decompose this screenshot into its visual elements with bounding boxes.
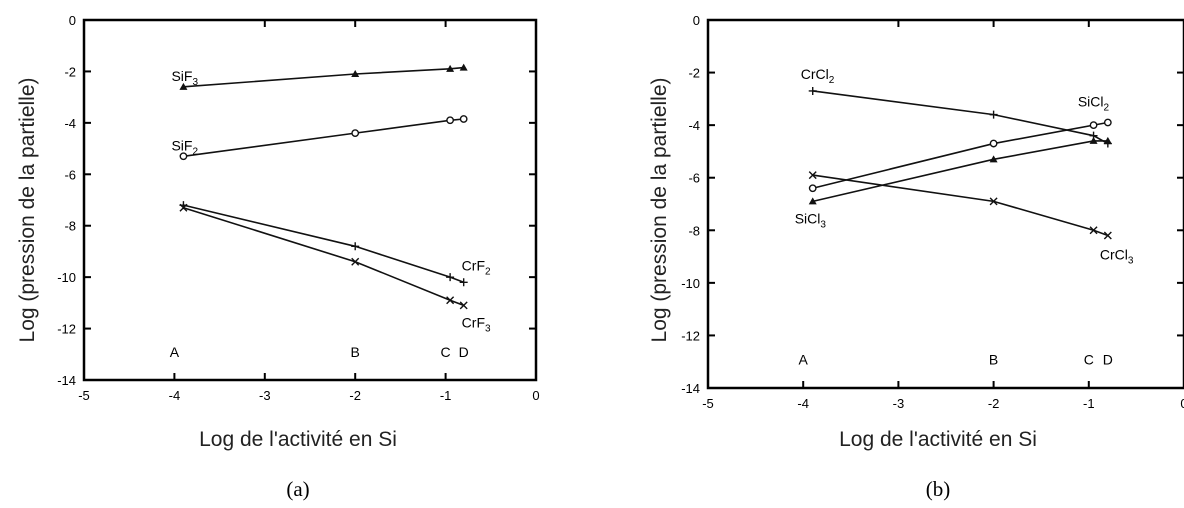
chart-a-xtick-label: -5: [78, 388, 90, 403]
chart-a-ytick-label: -12: [57, 322, 76, 337]
chart-b-xtick-label: 0: [1180, 396, 1184, 411]
chart-a-series-line: [183, 206, 464, 307]
chart-b-data-point: [989, 139, 998, 148]
chart-b-xlabel: Log de l'activité en Si: [839, 428, 1037, 451]
chart-b-ytick-label: -14: [681, 381, 700, 396]
chart-b-point-label: B: [989, 351, 998, 367]
chart-a-point-label: D: [459, 344, 469, 360]
chart-b-caption: (b): [926, 477, 951, 501]
chart-panel-b: 0-2-4-6-8-10-12-14-5-3-2-10-4ABCDCrCl2Si…: [592, 0, 1184, 508]
chart-a-ytick-label: 0: [69, 13, 76, 28]
chart-panel-a: 0 -2 -4 -6 -8 -10 -12 -14 -5 -3 -2 -1 0 -4 A B C D SiF3 SiF…: [16, 13, 540, 501]
chart-b-svg: 0-2-4-6-8-10-12-14-5-3-2-10-4ABCDCrCl2Si…: [648, 13, 1184, 501]
chart-b-series-label: CrCl3: [1100, 247, 1134, 267]
chart-b-data-point: [1103, 231, 1112, 240]
chart-b-xtick-label: -3: [893, 396, 905, 411]
chart-a-data-point: [459, 115, 468, 123]
chart-a-series-label: CrF3: [462, 314, 491, 334]
chart-b-xtick-label: -4: [797, 396, 809, 411]
chart-a-data-point: [459, 278, 468, 287]
chart-b-series-label: SiCl3: [795, 210, 827, 230]
chart-a-data-point: [459, 301, 468, 310]
chart-a-series-label: SiF3: [171, 68, 198, 88]
chart-a-ytick-label: -4: [64, 116, 76, 131]
chart-a-caption: (a): [286, 477, 309, 501]
chart-a-xtick-label: -4: [169, 388, 181, 403]
chart-b-series-line: [812, 90, 1109, 145]
chart-a-series-label: SiF2: [171, 137, 198, 157]
chart-a-data-point: [351, 129, 360, 138]
chart-a-point-label: A: [170, 344, 180, 360]
chart-a-data-point: [351, 257, 360, 266]
chart-a-xtick-label: -2: [349, 388, 361, 403]
chart-b-ytick-label: -10: [681, 276, 700, 291]
chart-b-ytick-label: 0: [693, 13, 700, 28]
chart-a-data-point: [446, 116, 455, 125]
chart-a-data-point: [179, 152, 188, 161]
chart-b-point-label: A: [799, 351, 809, 367]
chart-b-data-point: [808, 184, 817, 193]
chart-b-ytick-label: -12: [681, 328, 700, 343]
chart-b-data-point: [1103, 118, 1112, 127]
chart-a-ytick-label: -14: [57, 373, 76, 388]
chart-a-data-point: [179, 82, 188, 90]
chart-b-ytick-label: -4: [688, 118, 700, 133]
chart-b-xtick-label: -1: [1083, 396, 1095, 411]
chart-a-xlabel: Log de l'activité en Si: [199, 428, 397, 451]
chart-a-data-point: [351, 242, 360, 251]
chart-a-data-point: [446, 273, 455, 282]
chart-b-data-point: [808, 197, 817, 205]
chart-a-ylabel: Log (pression de la partielle): [16, 78, 39, 343]
chart-b-series-line: [812, 121, 1108, 190]
chart-b-frame: [706, 18, 1184, 390]
chart-b-data-point: [989, 155, 998, 163]
chart-a-series-line: [183, 66, 464, 88]
chart-b-ylabel: Log (pression de la partielle): [648, 78, 671, 343]
chart-b-data-point: [1089, 136, 1098, 144]
chart-a-svg: 0-2-4-6-8-10-12-14-5 -3 -2 -1 0-4A B C DSiF3SiF…: [16, 13, 540, 501]
chart-a-xtick-label: -3: [259, 388, 271, 403]
chart-b-xtick-label: -5: [702, 396, 714, 411]
chart-b-series-label: CrCl2: [801, 66, 835, 86]
chart-a-series-label: CrF2: [462, 257, 491, 277]
chart-a-ytick-label: -6: [64, 167, 76, 182]
chart-a-ytick-label: -10: [57, 270, 76, 285]
chart-a-data-point: [459, 63, 468, 71]
chart-b-series-line: [812, 140, 1108, 203]
chart-b-ytick-label: -2: [688, 66, 700, 81]
chart-b-ytick-label: -8: [688, 223, 700, 238]
chart-a-series-line: [183, 118, 464, 158]
chart-b-point-label: D: [1103, 351, 1113, 367]
chart-a-data-point: [179, 203, 188, 212]
chart-a-xtick-label: -1: [440, 388, 452, 403]
chart-b-data-point: [989, 110, 998, 119]
chart-b-series-label: SiCl2: [1078, 94, 1110, 114]
chart-a-data-point: [351, 70, 360, 77]
chart-a-point-label: C: [441, 344, 451, 360]
chart-b-ytick-label: -6: [688, 171, 700, 186]
chart-b-data-point: [1089, 121, 1098, 130]
chart-a-point-label: B: [351, 344, 360, 360]
chart-b-data-point: [989, 197, 998, 206]
chart-b-data-point: [1089, 226, 1098, 235]
chart-a-series-line: [183, 204, 464, 284]
chart-a-xtick-label: 0: [532, 388, 539, 403]
chart-a-ytick-label: -2: [64, 64, 76, 79]
chart-a-frame: [82, 18, 538, 382]
chart-b-data-point: [808, 171, 817, 180]
chart-b-point-label: C: [1084, 351, 1094, 367]
chart-b-series-line: [812, 174, 1109, 237]
chart-b-xtick-label: -2: [988, 396, 1000, 411]
chart-b-data-point: [1103, 136, 1112, 144]
chart-a-ytick-label: -8: [64, 219, 76, 234]
chart-a-data-point: [446, 64, 455, 72]
chart-b-data-point: [808, 86, 817, 95]
chart-a-data-point: [446, 296, 455, 305]
